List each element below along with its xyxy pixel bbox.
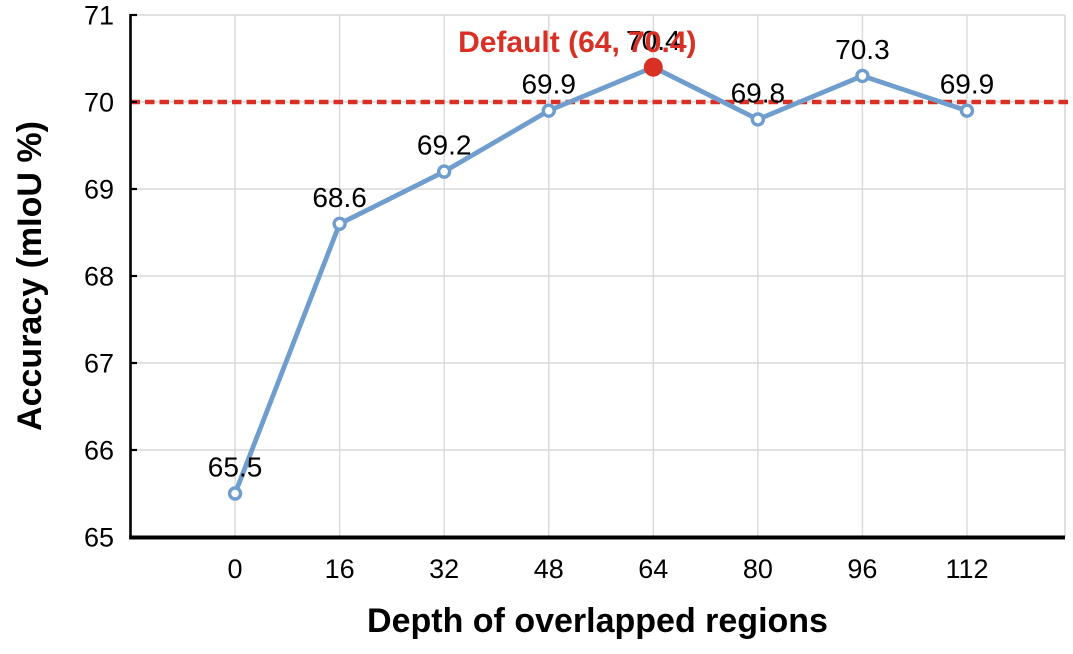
x-tick-label: 64 (638, 554, 668, 584)
data-point-label: 70.3 (835, 34, 890, 65)
y-tick-label: 66 (84, 436, 114, 466)
y-tick-label: 65 (84, 523, 114, 553)
y-tick-label: 69 (84, 175, 114, 205)
y-tick-label: 71 (84, 1, 114, 31)
data-point-label: 69.8 (731, 77, 786, 108)
data-point-label: 69.9 (940, 69, 995, 100)
data-point-marker (855, 68, 870, 84)
data-point-label: 69.2 (417, 130, 472, 161)
y-tick-label: 70 (84, 88, 114, 118)
x-tick-label: 80 (743, 554, 773, 584)
y-axis-title: Accuracy (mIoU %) (11, 121, 49, 431)
data-point-marker (959, 103, 975, 118)
data-point-marker (332, 216, 347, 232)
default-point-marker (643, 57, 663, 77)
x-tick-label: 16 (325, 554, 355, 584)
x-tick-label: 112 (945, 554, 988, 584)
default-point-label: Default (64, 70.4) (458, 26, 696, 59)
data-point-label: 69.9 (521, 69, 576, 100)
data-point-marker (541, 103, 556, 118)
x-tick-label: 96 (847, 554, 877, 584)
x-axis-title: Depth of overlapped regions (367, 602, 828, 640)
x-tick-label: 48 (534, 554, 564, 584)
y-tick-label: 67 (84, 349, 114, 379)
data-point-marker (750, 112, 766, 127)
data-point-label: 70.4 (626, 25, 681, 56)
data-point-marker (436, 164, 452, 179)
data-line (232, 64, 970, 496)
data-point-label: 65.5 (208, 452, 263, 483)
data-point-label: 68.6 (312, 182, 367, 213)
x-tick-label: 0 (228, 554, 243, 584)
data-point-marker (227, 486, 243, 501)
y-tick-label: 68 (84, 262, 114, 292)
x-tick-label: 32 (429, 554, 459, 584)
